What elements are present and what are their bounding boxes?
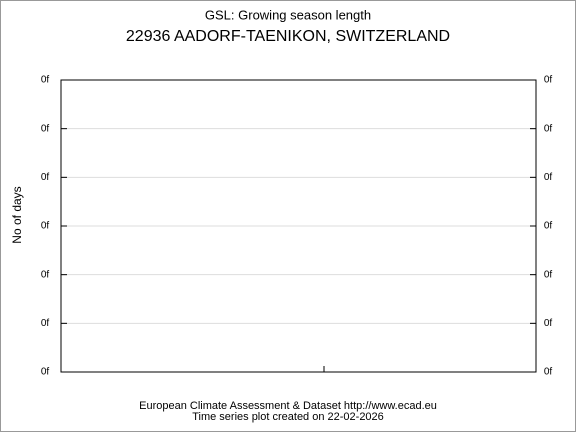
y-tick-label: 0f <box>41 221 50 232</box>
plot-frame <box>60 79 537 373</box>
y2-tick-label: 0f <box>544 318 553 329</box>
footer-line: Time series plot created on 22-02-2026 <box>192 411 384 423</box>
y-tick-label: 0f <box>41 367 50 378</box>
y-axis-label: No of days <box>10 186 24 243</box>
y-tick-label: 0f <box>41 318 50 329</box>
chart-title: GSL: Growing season length <box>205 7 371 22</box>
y-tick-label: 0f <box>41 269 50 280</box>
y-tick-label: 0f <box>41 123 50 134</box>
y2-tick-label: 0f <box>544 367 553 378</box>
y2-tick-label: 0f <box>544 123 553 134</box>
y2-tick-label: 0f <box>544 75 553 86</box>
y-tick-label: 0f <box>41 75 50 86</box>
chart-subtitle: 22936 AADORF-TAENIKON, SWITZERLAND <box>126 28 450 45</box>
y2-tick-label: 0f <box>544 269 553 280</box>
y2-tick-label: 0f <box>544 172 553 183</box>
footer-line: European Climate Assessment & Dataset ht… <box>139 400 437 412</box>
y-tick-label: 0f <box>41 172 50 183</box>
y2-tick-label: 0f <box>544 221 553 232</box>
